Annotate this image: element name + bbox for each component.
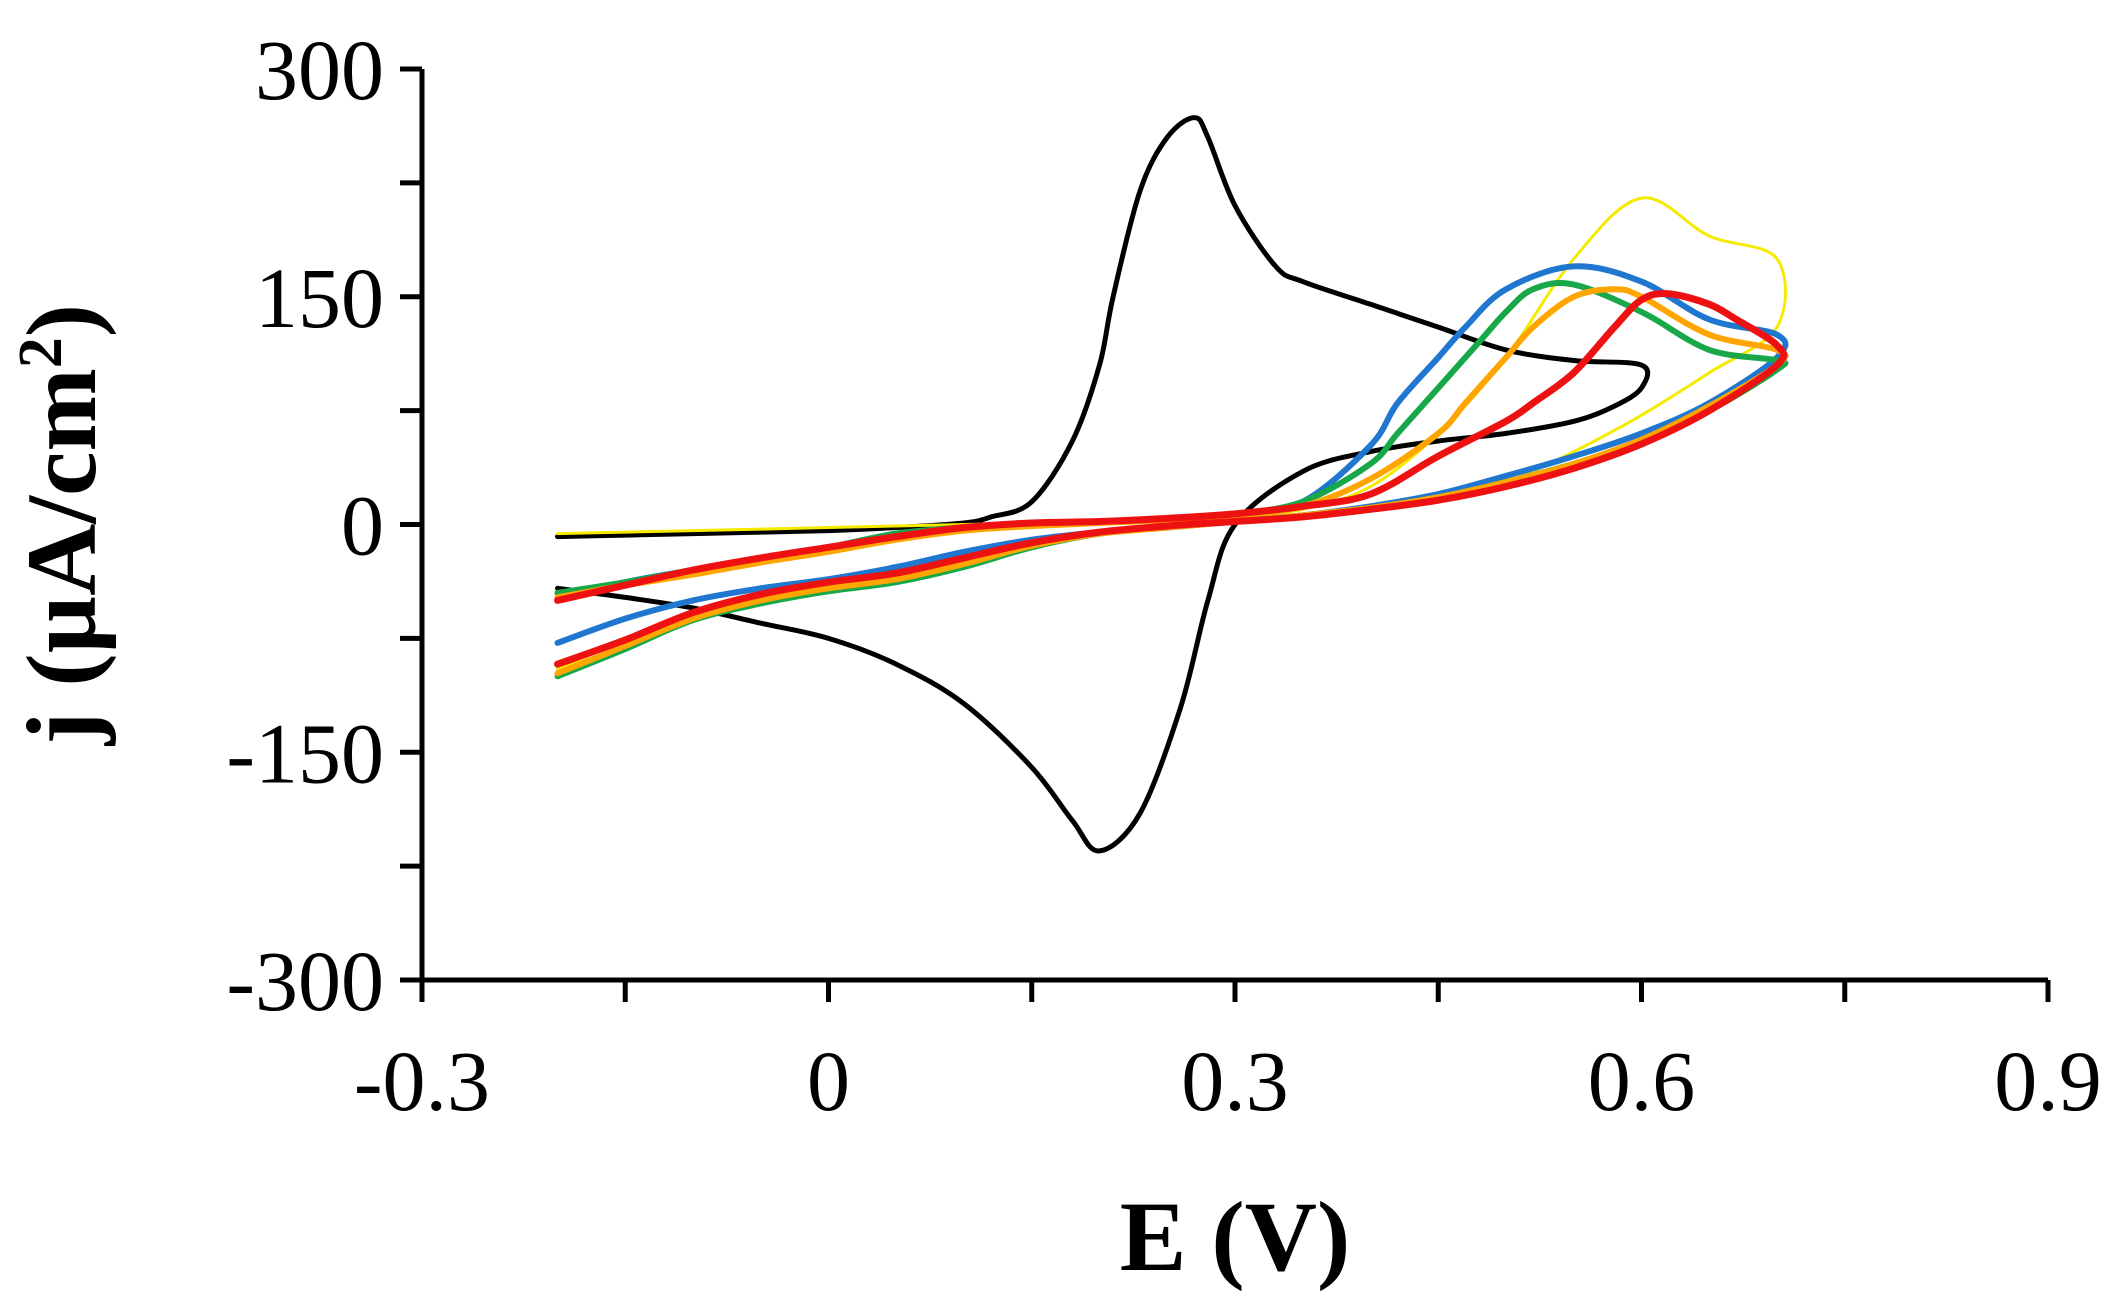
y-tick-label: 0 — [341, 478, 384, 574]
y-tick-label: 300 — [255, 22, 384, 118]
series-layer — [554, 115, 1789, 854]
y-tick-label: -150 — [226, 705, 384, 801]
x-tick-label: 0.9 — [1994, 1033, 2102, 1129]
y-axis-title-sup: 2 — [7, 337, 75, 368]
series-black-line — [555, 115, 1651, 854]
ticks-layer: 300 150 0 -150 -300-0.3 0 0.3 0.6 0.9 — [226, 22, 2101, 1129]
x-tick-label: -0.3 — [354, 1033, 490, 1129]
x-tick-label: 0.3 — [1181, 1033, 1289, 1129]
x-tick-label: 0.6 — [1588, 1033, 1696, 1129]
series-red-line — [554, 290, 1788, 668]
y-tick-label: 150 — [255, 250, 384, 346]
x-axis-title: E (V) — [1120, 1181, 1351, 1292]
y-tick-label: -300 — [226, 933, 384, 1029]
y-axis-title: j (µA/cm2) — [6, 304, 117, 746]
y-axis-title-main: j (µA/cm — [6, 368, 117, 746]
x-tick-label: 0 — [807, 1033, 850, 1129]
y-axis-title-close: ) — [6, 304, 117, 337]
